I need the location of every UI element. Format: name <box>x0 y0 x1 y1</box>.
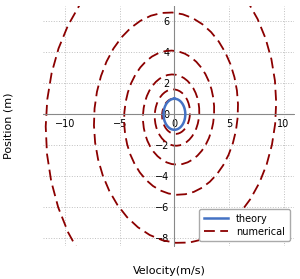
Legend: theory, numerical: theory, numerical <box>199 209 290 241</box>
X-axis label: Velocity(m/s): Velocity(m/s) <box>133 266 206 276</box>
Y-axis label: Position (m): Position (m) <box>3 93 13 159</box>
